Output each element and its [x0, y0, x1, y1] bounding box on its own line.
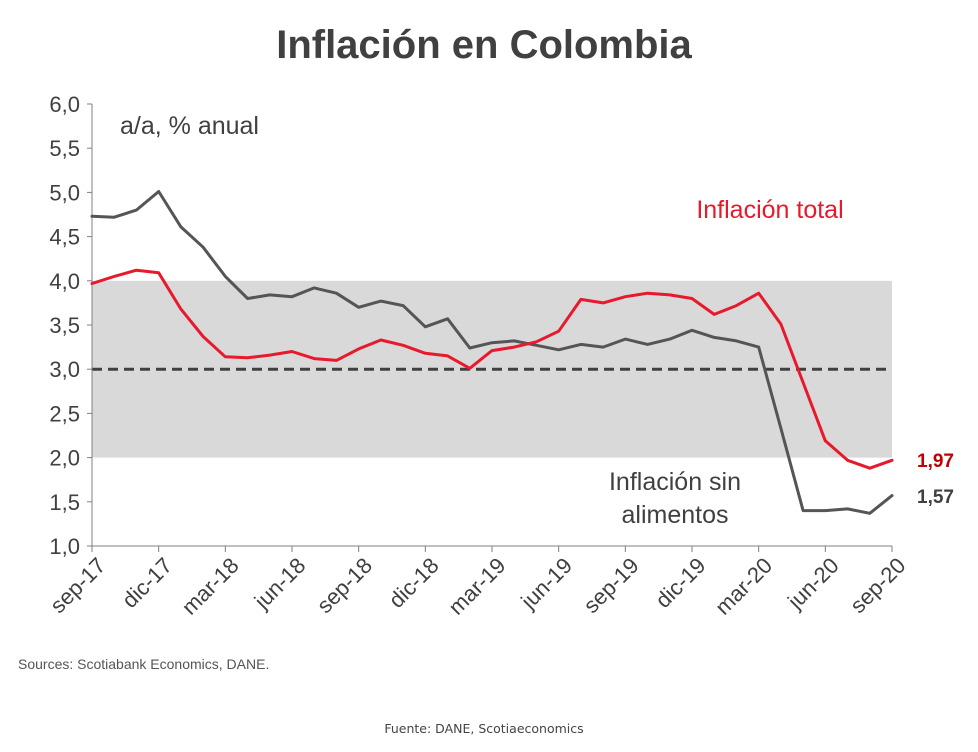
- y-tick-label: 5,5: [49, 136, 80, 161]
- x-tick-label: jun-19: [515, 553, 577, 615]
- annotation-core-line2: alimentos: [622, 501, 729, 529]
- y-tick-label: 4,0: [49, 269, 80, 294]
- end-label-core: 1,57: [917, 487, 954, 508]
- chart-title: Inflación en Colombia: [276, 23, 692, 67]
- x-tick-label: mar-19: [443, 553, 510, 620]
- x-tick-label: jun-18: [249, 553, 311, 615]
- annotation-core-line1: Inflación sin: [609, 468, 741, 496]
- y-tick-label: 2,5: [49, 401, 80, 426]
- x-tick-label: sep-20: [845, 553, 910, 618]
- y-tick-label: 1,0: [49, 534, 80, 559]
- x-tick-label: mar-20: [710, 553, 777, 620]
- series-lines: [90, 190, 894, 515]
- x-tick-label: sep-18: [312, 553, 377, 618]
- y-tick-label: 1,5: [49, 490, 80, 515]
- series-line-total: [90, 268, 894, 470]
- x-tick-label: mar-18: [177, 553, 244, 620]
- x-tick-label: dic-17: [117, 553, 177, 613]
- y-tick-label: 3,0: [49, 357, 80, 382]
- x-tick-label: sep-17: [45, 553, 110, 618]
- y-tick-label: 4,5: [49, 225, 80, 250]
- y-tick-label: 2,0: [49, 446, 80, 471]
- x-tick-label: dic-19: [650, 553, 710, 613]
- y-axis-ticks: 1,0 1,5 2,0 2,5 3,0 3,5 4,0 4,5 5,0 5,5 6,0: [49, 92, 92, 559]
- x-tick-label: sep-19: [579, 553, 644, 618]
- x-axis-ticks: sep-17 dic-17 mar-18 jun-18 sep-18 dic-18 mar-…: [45, 546, 910, 620]
- y-tick-label: 6,0: [49, 92, 80, 117]
- annotation-total: Inflación total: [696, 196, 843, 224]
- unit-label: a/a, % anual: [120, 112, 259, 140]
- x-tick-label: jun-20: [782, 553, 844, 615]
- footer-note: Fuente: DANE, Scotiaeconomics: [384, 721, 583, 736]
- source-note: Sources: Scotiabank Economics, DANE.: [18, 656, 269, 672]
- y-tick-label: 5,0: [49, 180, 80, 205]
- x-tick-label: dic-18: [384, 553, 444, 613]
- y-tick-label: 3,5: [49, 313, 80, 338]
- end-label-total: 1,97: [917, 451, 954, 472]
- series-line-core: [90, 190, 894, 515]
